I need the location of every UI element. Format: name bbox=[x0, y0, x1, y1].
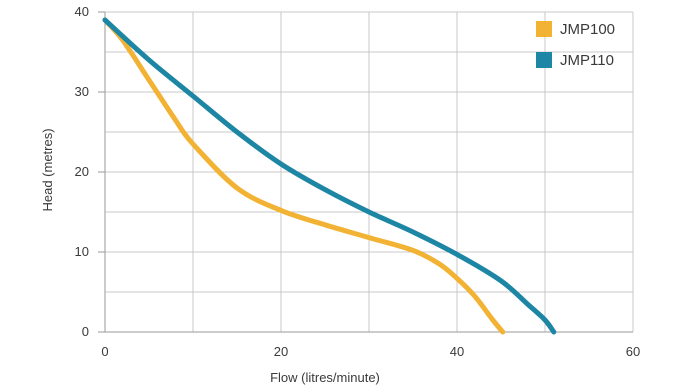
legend-swatch-jmp110 bbox=[536, 52, 552, 68]
series-line-jmp110 bbox=[102, 17, 557, 335]
y-tick-label: 20 bbox=[75, 164, 89, 179]
grid-lines bbox=[105, 11, 634, 333]
y-tick-label: 40 bbox=[75, 4, 89, 19]
legend: JMP100 JMP110 bbox=[536, 21, 615, 69]
legend-swatch-jmp100 bbox=[536, 21, 552, 37]
axes bbox=[98, 11, 633, 333]
y-tick-label: 30 bbox=[75, 84, 89, 99]
y-tick-label: 10 bbox=[75, 244, 89, 259]
series-layer bbox=[102, 17, 557, 335]
x-tick-label: 60 bbox=[626, 344, 640, 359]
legend-label-jmp110: JMP110 bbox=[560, 52, 614, 69]
x-tick-label: 20 bbox=[274, 344, 288, 359]
x-tick-label: 40 bbox=[450, 344, 464, 359]
series-line-jmp100 bbox=[102, 17, 506, 335]
tick-labels: 0 20 40 60 0 10 20 30 40 bbox=[75, 4, 641, 359]
y-axis-title: Head (metres) bbox=[40, 128, 55, 211]
x-axis-title: Flow (litres/minute) bbox=[270, 370, 380, 385]
y-tick-label: 0 bbox=[82, 324, 89, 339]
legend-label-jmp100: JMP100 bbox=[560, 21, 615, 38]
x-tick-label: 0 bbox=[101, 344, 108, 359]
